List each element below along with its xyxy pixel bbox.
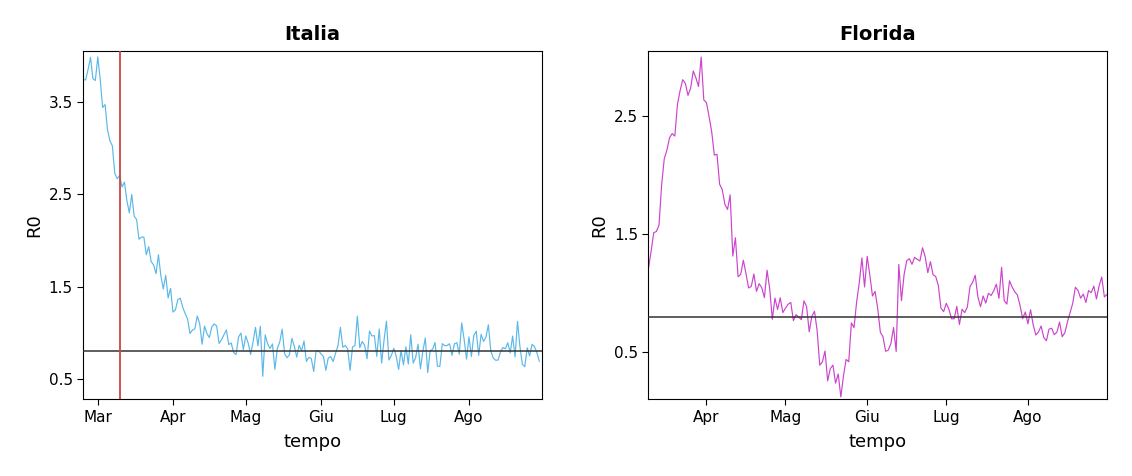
X-axis label: tempo: tempo <box>849 433 907 451</box>
Title: Italia: Italia <box>284 25 341 44</box>
Y-axis label: R0: R0 <box>591 213 608 237</box>
Title: Florida: Florida <box>840 25 916 44</box>
X-axis label: tempo: tempo <box>283 433 342 451</box>
Y-axis label: R0: R0 <box>25 213 43 237</box>
